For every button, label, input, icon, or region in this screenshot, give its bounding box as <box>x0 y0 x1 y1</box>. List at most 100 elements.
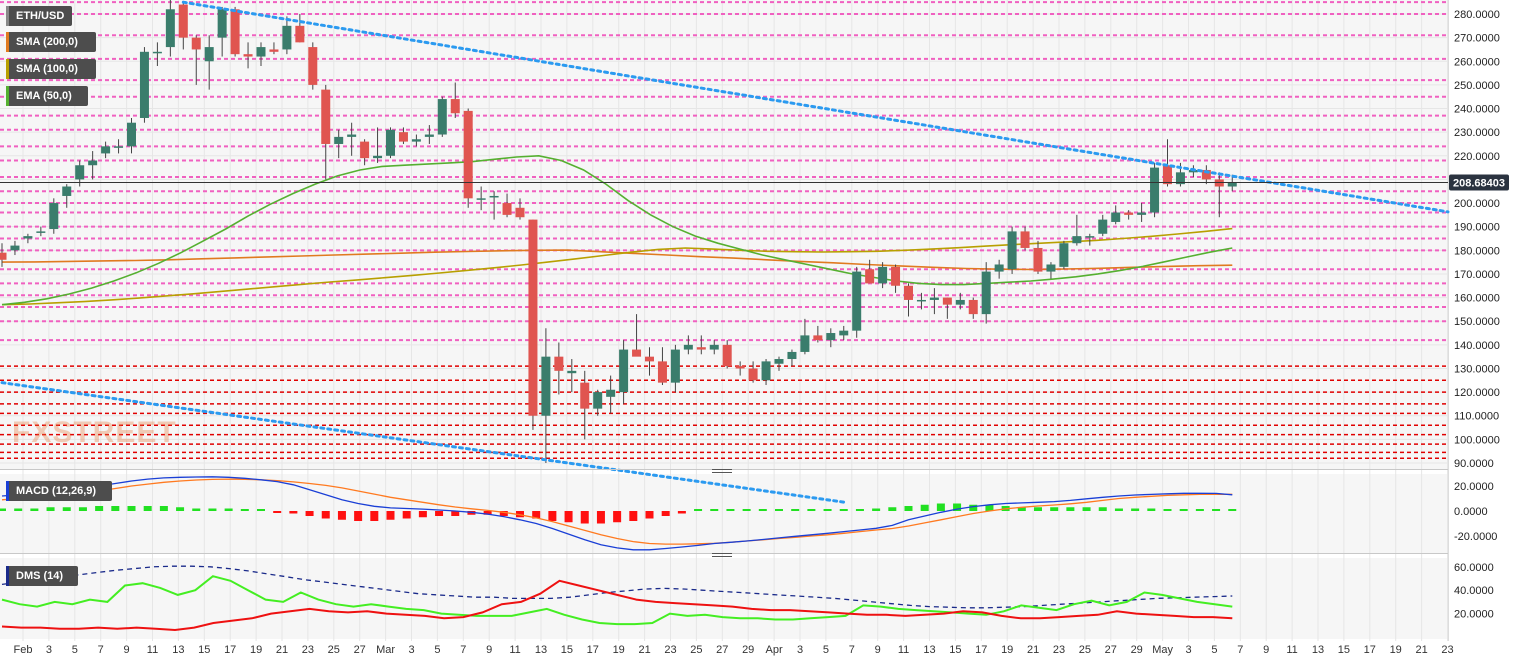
x-tick-label: 5 <box>434 644 440 656</box>
candle-body <box>165 9 175 48</box>
macd-histogram-bar <box>532 511 541 519</box>
y-tick-label: 190.0000 <box>1454 222 1500 234</box>
macd-histogram-bar <box>224 508 233 511</box>
macd-histogram-bar <box>95 506 104 511</box>
candle-body <box>722 344 732 367</box>
candle-body <box>916 299 926 302</box>
candle-body <box>256 47 266 57</box>
candle-body <box>968 299 978 315</box>
candle-body <box>191 37 201 50</box>
resize-handle-main[interactable] <box>712 469 732 473</box>
macd-histogram-bar <box>823 509 832 511</box>
x-tick-label: 13 <box>172 644 184 656</box>
macd-main-line <box>1 476 1233 551</box>
x-tick-label: 19 <box>1001 644 1013 656</box>
y-tick-label: 250.0000 <box>1454 80 1500 92</box>
macd-histogram-bar <box>62 507 71 511</box>
macd-histogram-bar <box>305 511 314 516</box>
x-tick-label: 27 <box>716 644 728 656</box>
legend-dms[interactable]: DMS (14) <box>6 566 78 586</box>
candle-body <box>1059 243 1069 267</box>
candle-body <box>774 359 784 364</box>
candle-body <box>398 132 408 142</box>
candle-body <box>1175 172 1185 185</box>
y-tick-label: 120.0000 <box>1454 387 1500 399</box>
y-tick-label: 260.0000 <box>1454 56 1500 68</box>
ema50-line <box>1 154 1233 306</box>
macd-histogram-bar <box>418 511 427 518</box>
legend-macd[interactable]: MACD (12,26,9) <box>6 481 112 501</box>
legend-ema50[interactable]: EMA (50,0) <box>6 86 88 106</box>
candle-body <box>230 9 240 55</box>
candle-body <box>852 271 862 331</box>
candle-body <box>1072 236 1082 244</box>
candle-body <box>1033 247 1043 272</box>
y-tick-label: 180.0000 <box>1454 245 1500 257</box>
candle-body <box>243 54 253 57</box>
ema50-swatch <box>6 86 9 106</box>
x-tick-label: May <box>1152 644 1173 656</box>
macd-histogram-bar <box>1228 509 1237 511</box>
candle-body <box>657 361 667 383</box>
candle-body <box>515 207 525 218</box>
y-tick-label: 170.0000 <box>1454 269 1500 281</box>
candle-body <box>709 344 719 350</box>
resize-handle-macd[interactable] <box>712 553 732 557</box>
macd-histogram-bar <box>936 503 945 511</box>
legend-symbol[interactable]: ETH/USD <box>6 6 73 26</box>
candle-body <box>994 264 1004 272</box>
candle-body <box>981 271 991 315</box>
x-tick-label: 23 <box>1441 644 1453 656</box>
x-tick-label: Feb <box>14 644 33 656</box>
dms-y-tick-label: 40.0000 <box>1454 585 1494 597</box>
candle-body <box>321 89 331 144</box>
macd-histogram-bar <box>888 507 897 511</box>
y-tick-label: 200.0000 <box>1454 198 1500 210</box>
candle-body <box>178 4 188 38</box>
macd-histogram-bar <box>0 508 6 511</box>
x-tick-label: 13 <box>923 644 935 656</box>
candle-body <box>502 203 512 215</box>
x-tick-label: 25 <box>1079 644 1091 656</box>
macd-histogram-bar <box>1179 509 1188 511</box>
x-tick-label: 19 <box>250 644 262 656</box>
candle-body <box>942 297 952 305</box>
macd-histogram-bar <box>661 511 670 516</box>
dms-y-tick-label: 60.0000 <box>1454 562 1494 574</box>
x-tick-label: 3 <box>46 644 52 656</box>
macd-histogram-bar <box>1114 508 1123 511</box>
macd-histogram-bar <box>1212 509 1221 511</box>
candle-body <box>1020 231 1030 248</box>
candle-body <box>62 186 72 196</box>
candle-body <box>1124 212 1134 215</box>
candle-body <box>645 356 654 362</box>
x-tick-label: 9 <box>1263 644 1269 656</box>
x-tick-label: 3 <box>408 644 414 656</box>
macd-histogram-bar <box>969 504 978 511</box>
candle-body <box>891 266 901 286</box>
macd-histogram-bar <box>354 511 363 521</box>
x-tick-label: 11 <box>147 644 158 656</box>
candle-body <box>761 361 771 381</box>
legend-sma200[interactable]: SMA (200,0) <box>6 32 96 52</box>
macd-histogram-bar <box>499 511 508 516</box>
x-tick-label: 5 <box>823 644 829 656</box>
lower-trendline <box>0 381 846 504</box>
legend-sma100[interactable]: SMA (100,0) <box>6 59 96 79</box>
macd-histogram-bar <box>1195 509 1204 511</box>
x-tick-label: 13 <box>535 644 547 656</box>
macd-histogram-bar <box>192 508 201 511</box>
candle-body <box>489 195 499 198</box>
y-tick-label: 130.0000 <box>1454 363 1500 375</box>
x-tick-label: 17 <box>975 644 987 656</box>
candle-body <box>683 344 693 350</box>
candle-body <box>787 351 797 360</box>
macd-y-tick-label: 20.0000 <box>1454 481 1494 493</box>
candle-body <box>1150 167 1160 213</box>
macd-y-tick-label: -20.0000 <box>1454 531 1497 543</box>
x-tick-label: 15 <box>1338 644 1350 656</box>
macd-histogram-bar <box>613 511 622 523</box>
watermark-logo: FXSTREET <box>12 416 177 449</box>
macd-histogram-bar <box>839 509 848 511</box>
